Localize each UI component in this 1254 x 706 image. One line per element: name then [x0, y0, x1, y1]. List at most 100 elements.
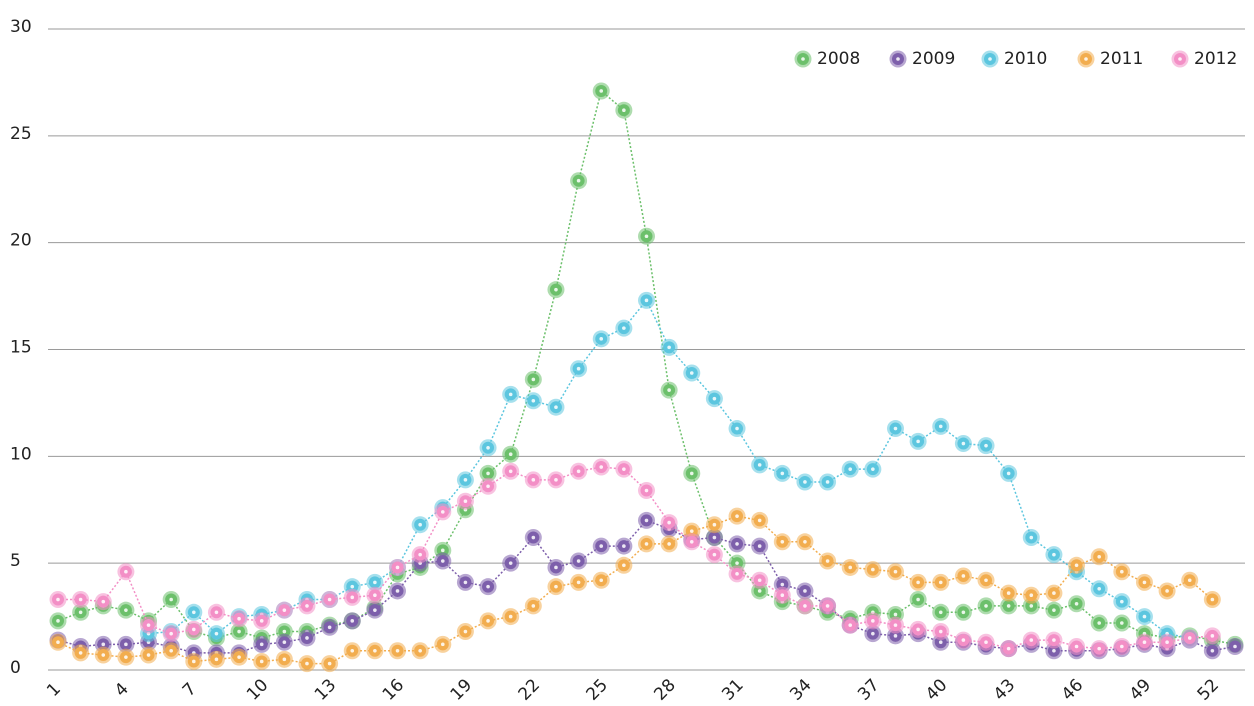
- point: [389, 582, 407, 600]
- y-tick-label: 15: [10, 338, 32, 358]
- point: [864, 561, 882, 579]
- point-center: [848, 623, 853, 627]
- point: [479, 439, 497, 457]
- point: [819, 597, 837, 615]
- point: [117, 635, 135, 653]
- point-center: [373, 580, 377, 585]
- point: [230, 610, 248, 628]
- point: [298, 597, 316, 615]
- point-center: [350, 584, 355, 589]
- point-center: [599, 89, 604, 93]
- point: [570, 360, 588, 378]
- point: [615, 556, 633, 574]
- point: [321, 618, 339, 636]
- point-center: [508, 392, 513, 397]
- point-center: [214, 657, 219, 662]
- point: [1000, 597, 1018, 615]
- point: [728, 420, 746, 438]
- point: [253, 652, 271, 670]
- x-tick-label: 19: [447, 675, 476, 702]
- point-center: [938, 629, 943, 634]
- series-line: [57, 515, 1213, 665]
- legend-item: 2012: [1171, 49, 1237, 69]
- point-center: [259, 659, 264, 664]
- legend-label: 2008: [817, 49, 860, 69]
- point-center: [1120, 569, 1124, 574]
- point: [185, 620, 203, 638]
- x-tick-label: 43: [990, 675, 1019, 702]
- point-center: [757, 589, 762, 593]
- point-center: [486, 619, 490, 623]
- point: [909, 432, 927, 450]
- point-center: [237, 629, 241, 634]
- point-center: [78, 651, 83, 655]
- point-center: [1187, 636, 1192, 640]
- point-center: [916, 439, 920, 444]
- point-center: [984, 604, 988, 608]
- point-center: [757, 518, 762, 523]
- point-center: [1052, 648, 1056, 653]
- point-center: [486, 471, 490, 476]
- point: [570, 552, 588, 570]
- point-center: [780, 582, 785, 587]
- point-center: [192, 610, 196, 615]
- point-center: [554, 478, 558, 482]
- x-tick-label: 28: [650, 675, 679, 702]
- point-center: [938, 610, 943, 615]
- point-center: [486, 484, 490, 489]
- point: [298, 629, 316, 647]
- point-center: [395, 648, 400, 653]
- point: [660, 338, 678, 356]
- point: [981, 50, 999, 68]
- x-tick-label: 52: [1194, 675, 1223, 702]
- point: [886, 616, 904, 634]
- point: [275, 633, 293, 651]
- point: [1226, 637, 1244, 655]
- point: [207, 650, 225, 668]
- point-center: [1120, 621, 1124, 625]
- point-center: [1029, 604, 1034, 608]
- point: [49, 590, 67, 608]
- point: [524, 370, 542, 388]
- point: [434, 503, 452, 521]
- point-center: [395, 589, 400, 593]
- point: [94, 593, 112, 611]
- x-tick-label: 16: [379, 675, 408, 702]
- point: [909, 590, 927, 608]
- point: [230, 648, 248, 666]
- point-center: [961, 574, 966, 578]
- point-center: [78, 597, 83, 602]
- point: [977, 633, 995, 651]
- point: [456, 492, 474, 510]
- point: [456, 573, 474, 591]
- point: [1090, 580, 1108, 598]
- series: [140, 291, 1199, 647]
- series: [49, 82, 1244, 653]
- point: [773, 586, 791, 604]
- point-center: [418, 648, 422, 653]
- point-center: [644, 234, 649, 239]
- point-center: [373, 593, 377, 598]
- y-tick-label: 5: [10, 551, 21, 571]
- point-center: [916, 580, 920, 585]
- point-center: [282, 640, 287, 645]
- point-center: [305, 661, 309, 666]
- x-tick-label: 49: [1126, 675, 1155, 702]
- y-tick-label: 10: [10, 444, 32, 464]
- point-center: [757, 578, 762, 583]
- point: [1045, 546, 1063, 564]
- point-center: [735, 514, 739, 518]
- point-center: [259, 642, 264, 647]
- point-center: [350, 595, 355, 600]
- point: [909, 573, 927, 591]
- point: [932, 603, 950, 621]
- point-center: [327, 625, 332, 630]
- point-center: [440, 642, 445, 647]
- point-center: [757, 544, 762, 548]
- point: [479, 464, 497, 482]
- point-center: [576, 469, 581, 474]
- point: [1068, 595, 1086, 613]
- point-center: [599, 465, 604, 469]
- point-center: [350, 648, 355, 653]
- point: [94, 646, 112, 664]
